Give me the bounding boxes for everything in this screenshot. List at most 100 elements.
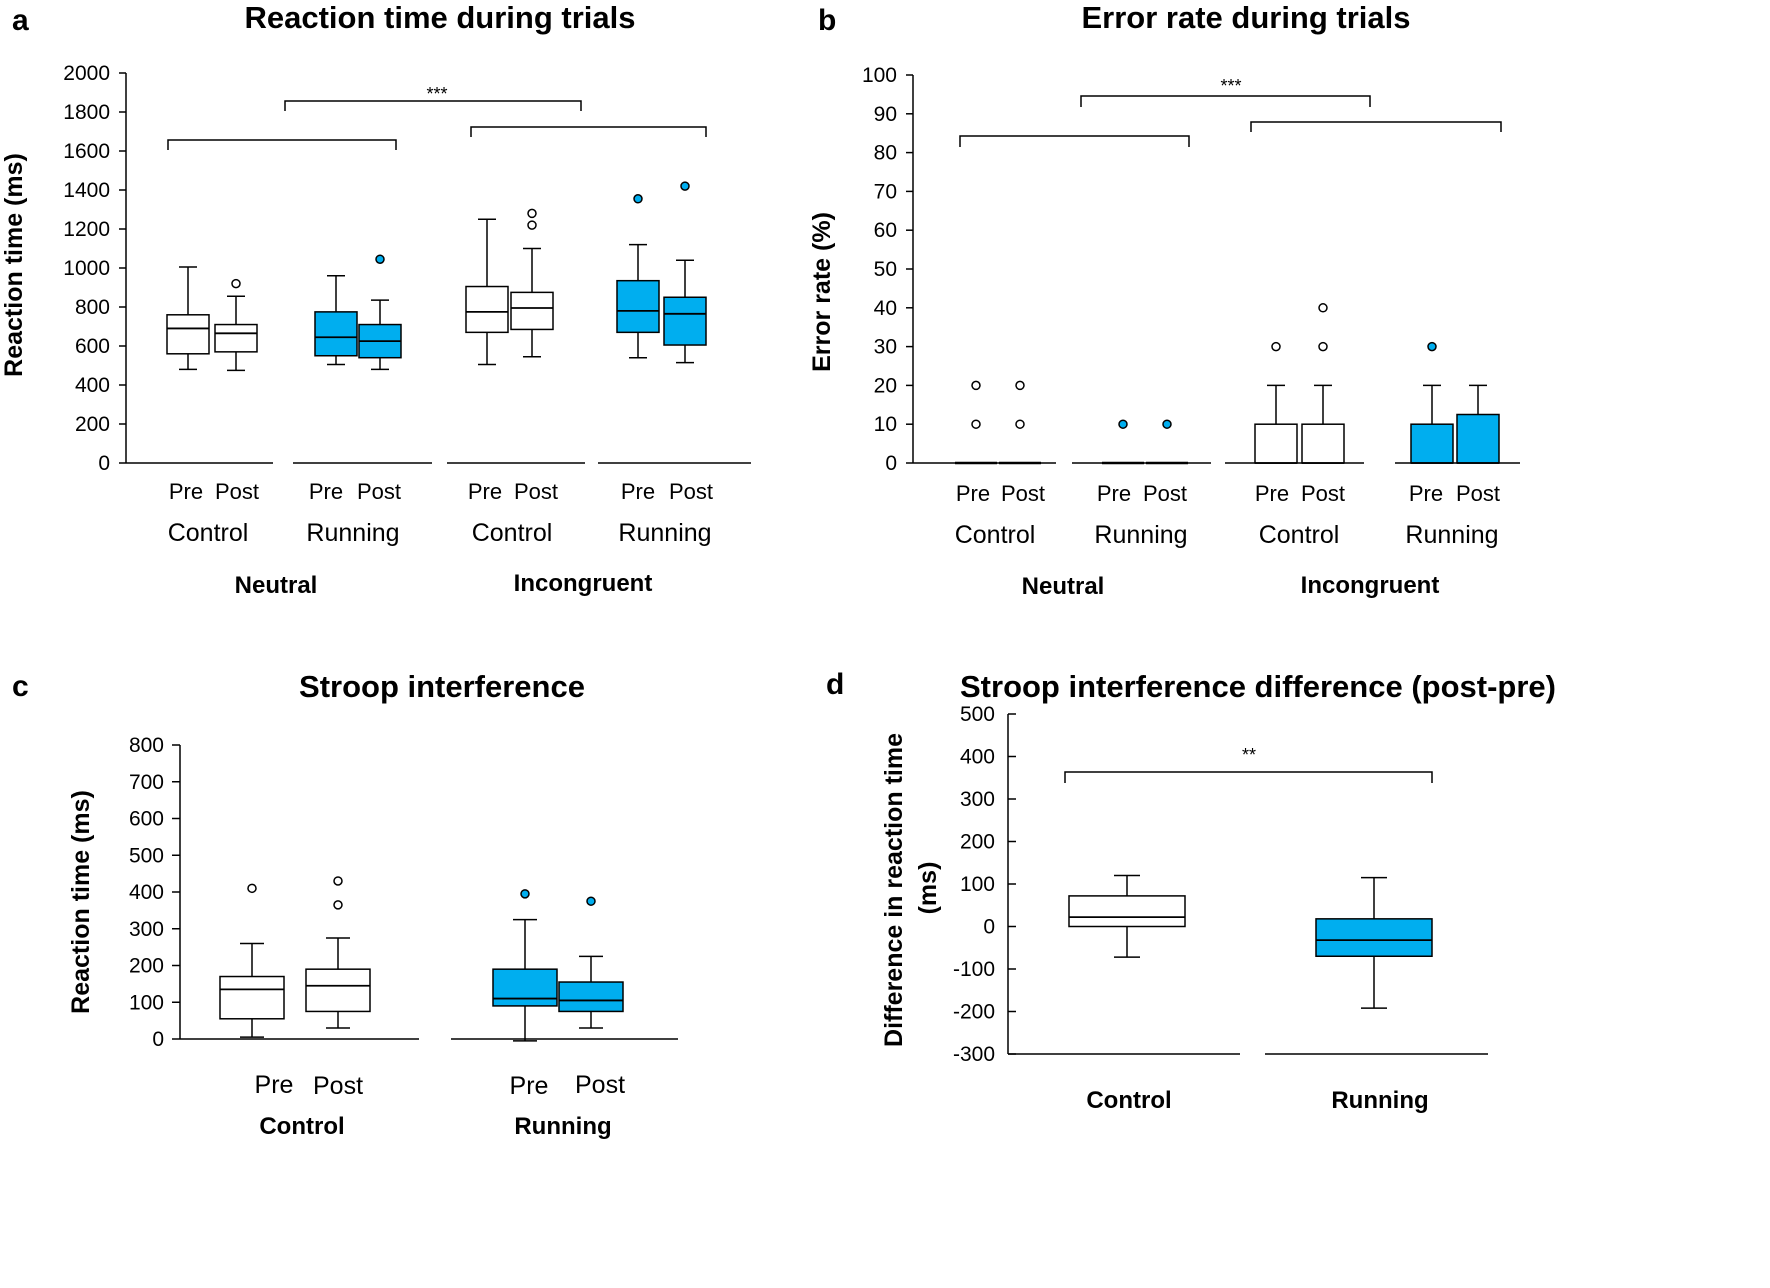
session-label: Pre — [1255, 481, 1289, 506]
y-tick-label: 0 — [152, 1028, 164, 1051]
session-label: Post — [357, 479, 401, 504]
group-label: Control — [1259, 521, 1340, 549]
y-tick-label: 20 — [874, 374, 897, 397]
group-label: Control — [472, 519, 553, 547]
session-label: Pre — [621, 479, 655, 504]
condition-bracket — [1250, 121, 1502, 132]
y-tick-label: 400 — [129, 881, 164, 904]
session-label: Post — [215, 479, 259, 504]
outlier-point — [527, 220, 537, 230]
panel-b: b Error rate during trials Error rate (%… — [808, 0, 1520, 600]
y-tick-label: 800 — [129, 734, 164, 757]
iqr-box — [663, 296, 707, 346]
session-label: Pre — [309, 479, 343, 504]
significance-bracket — [284, 100, 582, 111]
group-label: Control — [1086, 1087, 1171, 1114]
group-label: Running — [1331, 1087, 1428, 1114]
outlier-point — [247, 883, 257, 894]
y-tick-label: 400 — [960, 746, 995, 769]
box-plot — [955, 380, 997, 465]
iqr-box — [219, 975, 285, 1020]
iqr-box — [1315, 918, 1433, 957]
condition-bracket — [167, 139, 397, 150]
y-tick-label: 40 — [874, 297, 897, 320]
y-axis-label: Difference in reaction time — [880, 733, 908, 1047]
chart-title: Error rate during trials — [1081, 0, 1410, 35]
y-tick-label: 1800 — [63, 101, 110, 124]
y-tick-label: 30 — [874, 336, 897, 359]
significance-label: *** — [1220, 76, 1241, 96]
condition-bracket — [470, 126, 707, 137]
outlier-point — [1271, 341, 1281, 352]
y-tick-label: 800 — [75, 296, 110, 319]
condition-label: Incongruent — [514, 570, 653, 597]
outlier-point — [1427, 341, 1437, 352]
outlier-point — [586, 896, 596, 906]
iqr-box — [214, 323, 258, 353]
session-label: Post — [575, 1071, 625, 1099]
session-label: Post — [313, 1072, 363, 1100]
chart-title: Reaction time during trials — [244, 0, 635, 35]
panel-a: a Reaction time during trials Reaction t… — [0, 0, 751, 599]
significance-label: ** — [1242, 745, 1256, 765]
outlier-point — [231, 278, 241, 289]
y-tick-label: 1400 — [63, 179, 110, 202]
y-tick-label: 100 — [960, 873, 995, 896]
y-tick-label: 2000 — [63, 62, 110, 85]
box-plot — [492, 889, 558, 1042]
box-plot — [1068, 874, 1186, 958]
group-label: Running — [306, 519, 399, 547]
group-label: Control — [168, 519, 249, 547]
session-label: Post — [1001, 481, 1045, 506]
y-tick-label: 400 — [75, 374, 110, 397]
box-plot — [558, 896, 624, 1029]
iqr-box — [1410, 423, 1454, 464]
iqr-box — [465, 285, 509, 334]
iqr-box — [510, 291, 554, 331]
y-tick-label: 500 — [129, 844, 164, 867]
session-label: Pre — [255, 1071, 294, 1099]
y-tick-label: 0 — [98, 452, 110, 475]
significance-label: *** — [426, 84, 447, 104]
y-tick-label: -100 — [953, 958, 995, 981]
box-plot — [1254, 341, 1298, 464]
y-tick-label: 70 — [874, 180, 897, 203]
session-label: Post — [669, 479, 713, 504]
plot-area-d: -300 -200 -100 0 100 200 300 400 500 — [953, 703, 1488, 1066]
outlier-point — [375, 254, 385, 264]
panel-c: c Stroop interference Reaction time (ms)… — [12, 669, 678, 1140]
session-label: Pre — [1409, 481, 1443, 506]
outlier-point — [333, 900, 343, 910]
y-tick-label: 300 — [960, 788, 995, 811]
outlier-point — [1318, 303, 1328, 313]
box-plot — [166, 266, 210, 371]
y-tick-label: 100 — [129, 991, 164, 1014]
group-label: Control — [259, 1113, 344, 1140]
iqr-box — [558, 981, 624, 1013]
y-tick-label: 300 — [129, 918, 164, 941]
y-tick-label: 200 — [129, 955, 164, 978]
group-label: Control — [955, 521, 1036, 549]
group-label: Running — [1094, 521, 1187, 549]
y-axis-label: (ms) — [914, 862, 942, 915]
y-axis-label: Error rate (%) — [808, 212, 836, 372]
y-axis-label: Reaction time (ms) — [0, 153, 28, 377]
y-tick-label: 0 — [983, 916, 995, 939]
iqr-box — [1301, 423, 1345, 464]
outlier-point — [527, 208, 537, 219]
condition-label: Neutral — [235, 572, 318, 599]
y-tick-label: 60 — [874, 219, 897, 242]
session-label: Pre — [510, 1072, 549, 1100]
box-plot — [465, 218, 509, 366]
chart-title: Stroop interference — [299, 669, 585, 704]
panel-letter: d — [826, 668, 844, 701]
session-label: Pre — [956, 481, 990, 506]
y-tick-label: 1200 — [63, 218, 110, 241]
y-tick-label: 1600 — [63, 140, 110, 163]
box-plot — [1146, 419, 1188, 465]
y-tick-label: 1000 — [63, 257, 110, 280]
group-label: Running — [1405, 521, 1498, 549]
box-plot — [358, 254, 402, 371]
outlier-point — [1118, 419, 1128, 429]
